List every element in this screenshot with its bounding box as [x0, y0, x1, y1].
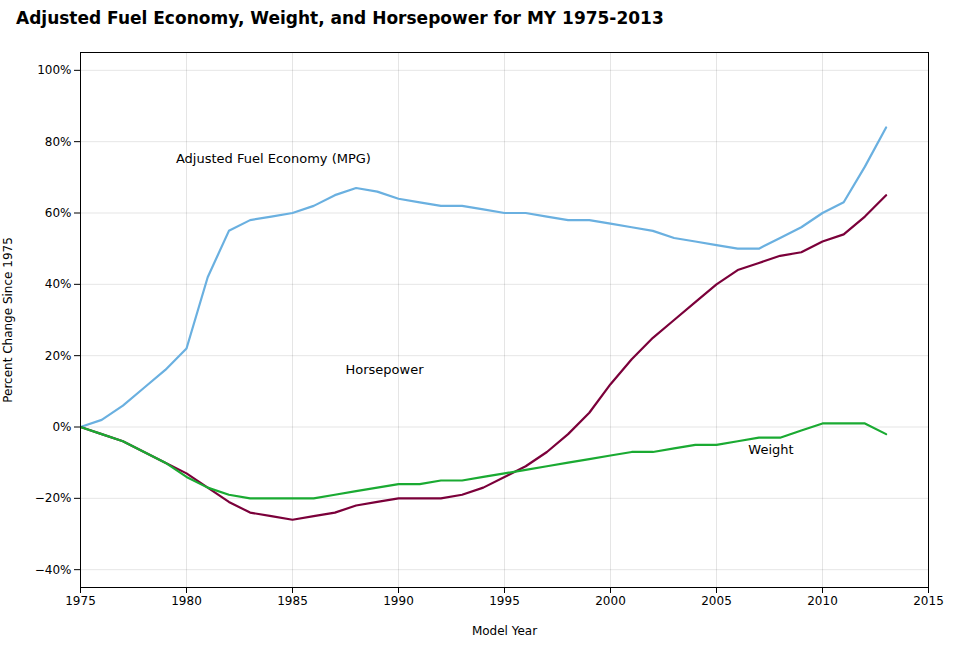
- svg-text:Adjusted Fuel Economy (MPG): Adjusted Fuel Economy (MPG): [176, 151, 371, 166]
- svg-text:Percent Change Since 1975: Percent Change Since 1975: [1, 237, 15, 403]
- svg-text:2015: 2015: [913, 594, 944, 608]
- svg-text:−20%: −20%: [35, 491, 72, 505]
- svg-text:2005: 2005: [701, 594, 732, 608]
- svg-text:−40%: −40%: [35, 563, 72, 577]
- html-text:Adjusted Fuel Economy, Weight,: Adjusted Fuel Economy, Weight, and Horse…: [16, 8, 664, 28]
- svg-text:Weight: Weight: [748, 442, 793, 457]
- svg-text:0%: 0%: [52, 420, 71, 434]
- svg-text:1995: 1995: [489, 594, 520, 608]
- svg-text:Horsepower: Horsepower: [346, 362, 425, 377]
- svg-text:100%: 100%: [37, 63, 71, 77]
- svg-text:20%: 20%: [45, 349, 72, 363]
- svg-text:1980: 1980: [171, 594, 202, 608]
- svg-text:1985: 1985: [277, 594, 308, 608]
- svg-text:80%: 80%: [45, 135, 72, 149]
- svg-text:1990: 1990: [383, 594, 414, 608]
- svg-text:2010: 2010: [807, 594, 838, 608]
- svg-text:40%: 40%: [45, 277, 72, 291]
- svg-text:1975: 1975: [65, 594, 96, 608]
- svg-text:Model Year: Model Year: [472, 624, 537, 638]
- svg-text:2000: 2000: [595, 594, 626, 608]
- svg-text:60%: 60%: [45, 206, 72, 220]
